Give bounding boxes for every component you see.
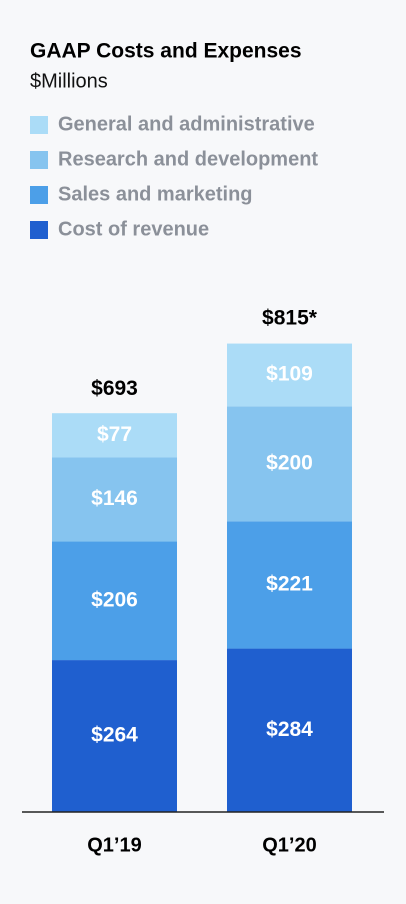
value-label: $109 [266, 362, 313, 385]
legend-swatch [30, 221, 48, 239]
value-label: $146 [91, 487, 138, 510]
value-label: $200 [266, 451, 313, 474]
legend-swatch [30, 186, 48, 204]
bar-segment [227, 406, 352, 522]
total-label: $815* [262, 307, 318, 330]
x-tick-label: Q1’20 [262, 834, 316, 856]
legend-label: Sales and marketing [58, 183, 253, 205]
value-label: $284 [266, 718, 313, 741]
legend-swatch [30, 116, 48, 134]
legend-swatch [30, 151, 48, 169]
bar-segment [52, 457, 177, 542]
legend-label: Cost of revenue [58, 218, 209, 240]
bar-segment [227, 343, 352, 407]
chart-subtitle: $Millions [30, 70, 108, 92]
x-tick-label: Q1’19 [87, 834, 141, 856]
legend-label: General and administrative [58, 113, 315, 135]
legend-label: Research and development [58, 148, 318, 170]
chart-title: GAAP Costs and Expenses [30, 40, 302, 63]
bar-segment [227, 648, 352, 812]
value-label: $206 [91, 588, 138, 611]
bar-segment [52, 660, 177, 812]
bar-segment [52, 541, 177, 661]
value-label: $221 [266, 573, 313, 596]
value-label: $264 [91, 724, 138, 747]
bar-segment [52, 413, 177, 458]
value-label: $77 [97, 423, 132, 446]
total-label: $693 [91, 377, 138, 400]
bar-segment [227, 521, 352, 649]
